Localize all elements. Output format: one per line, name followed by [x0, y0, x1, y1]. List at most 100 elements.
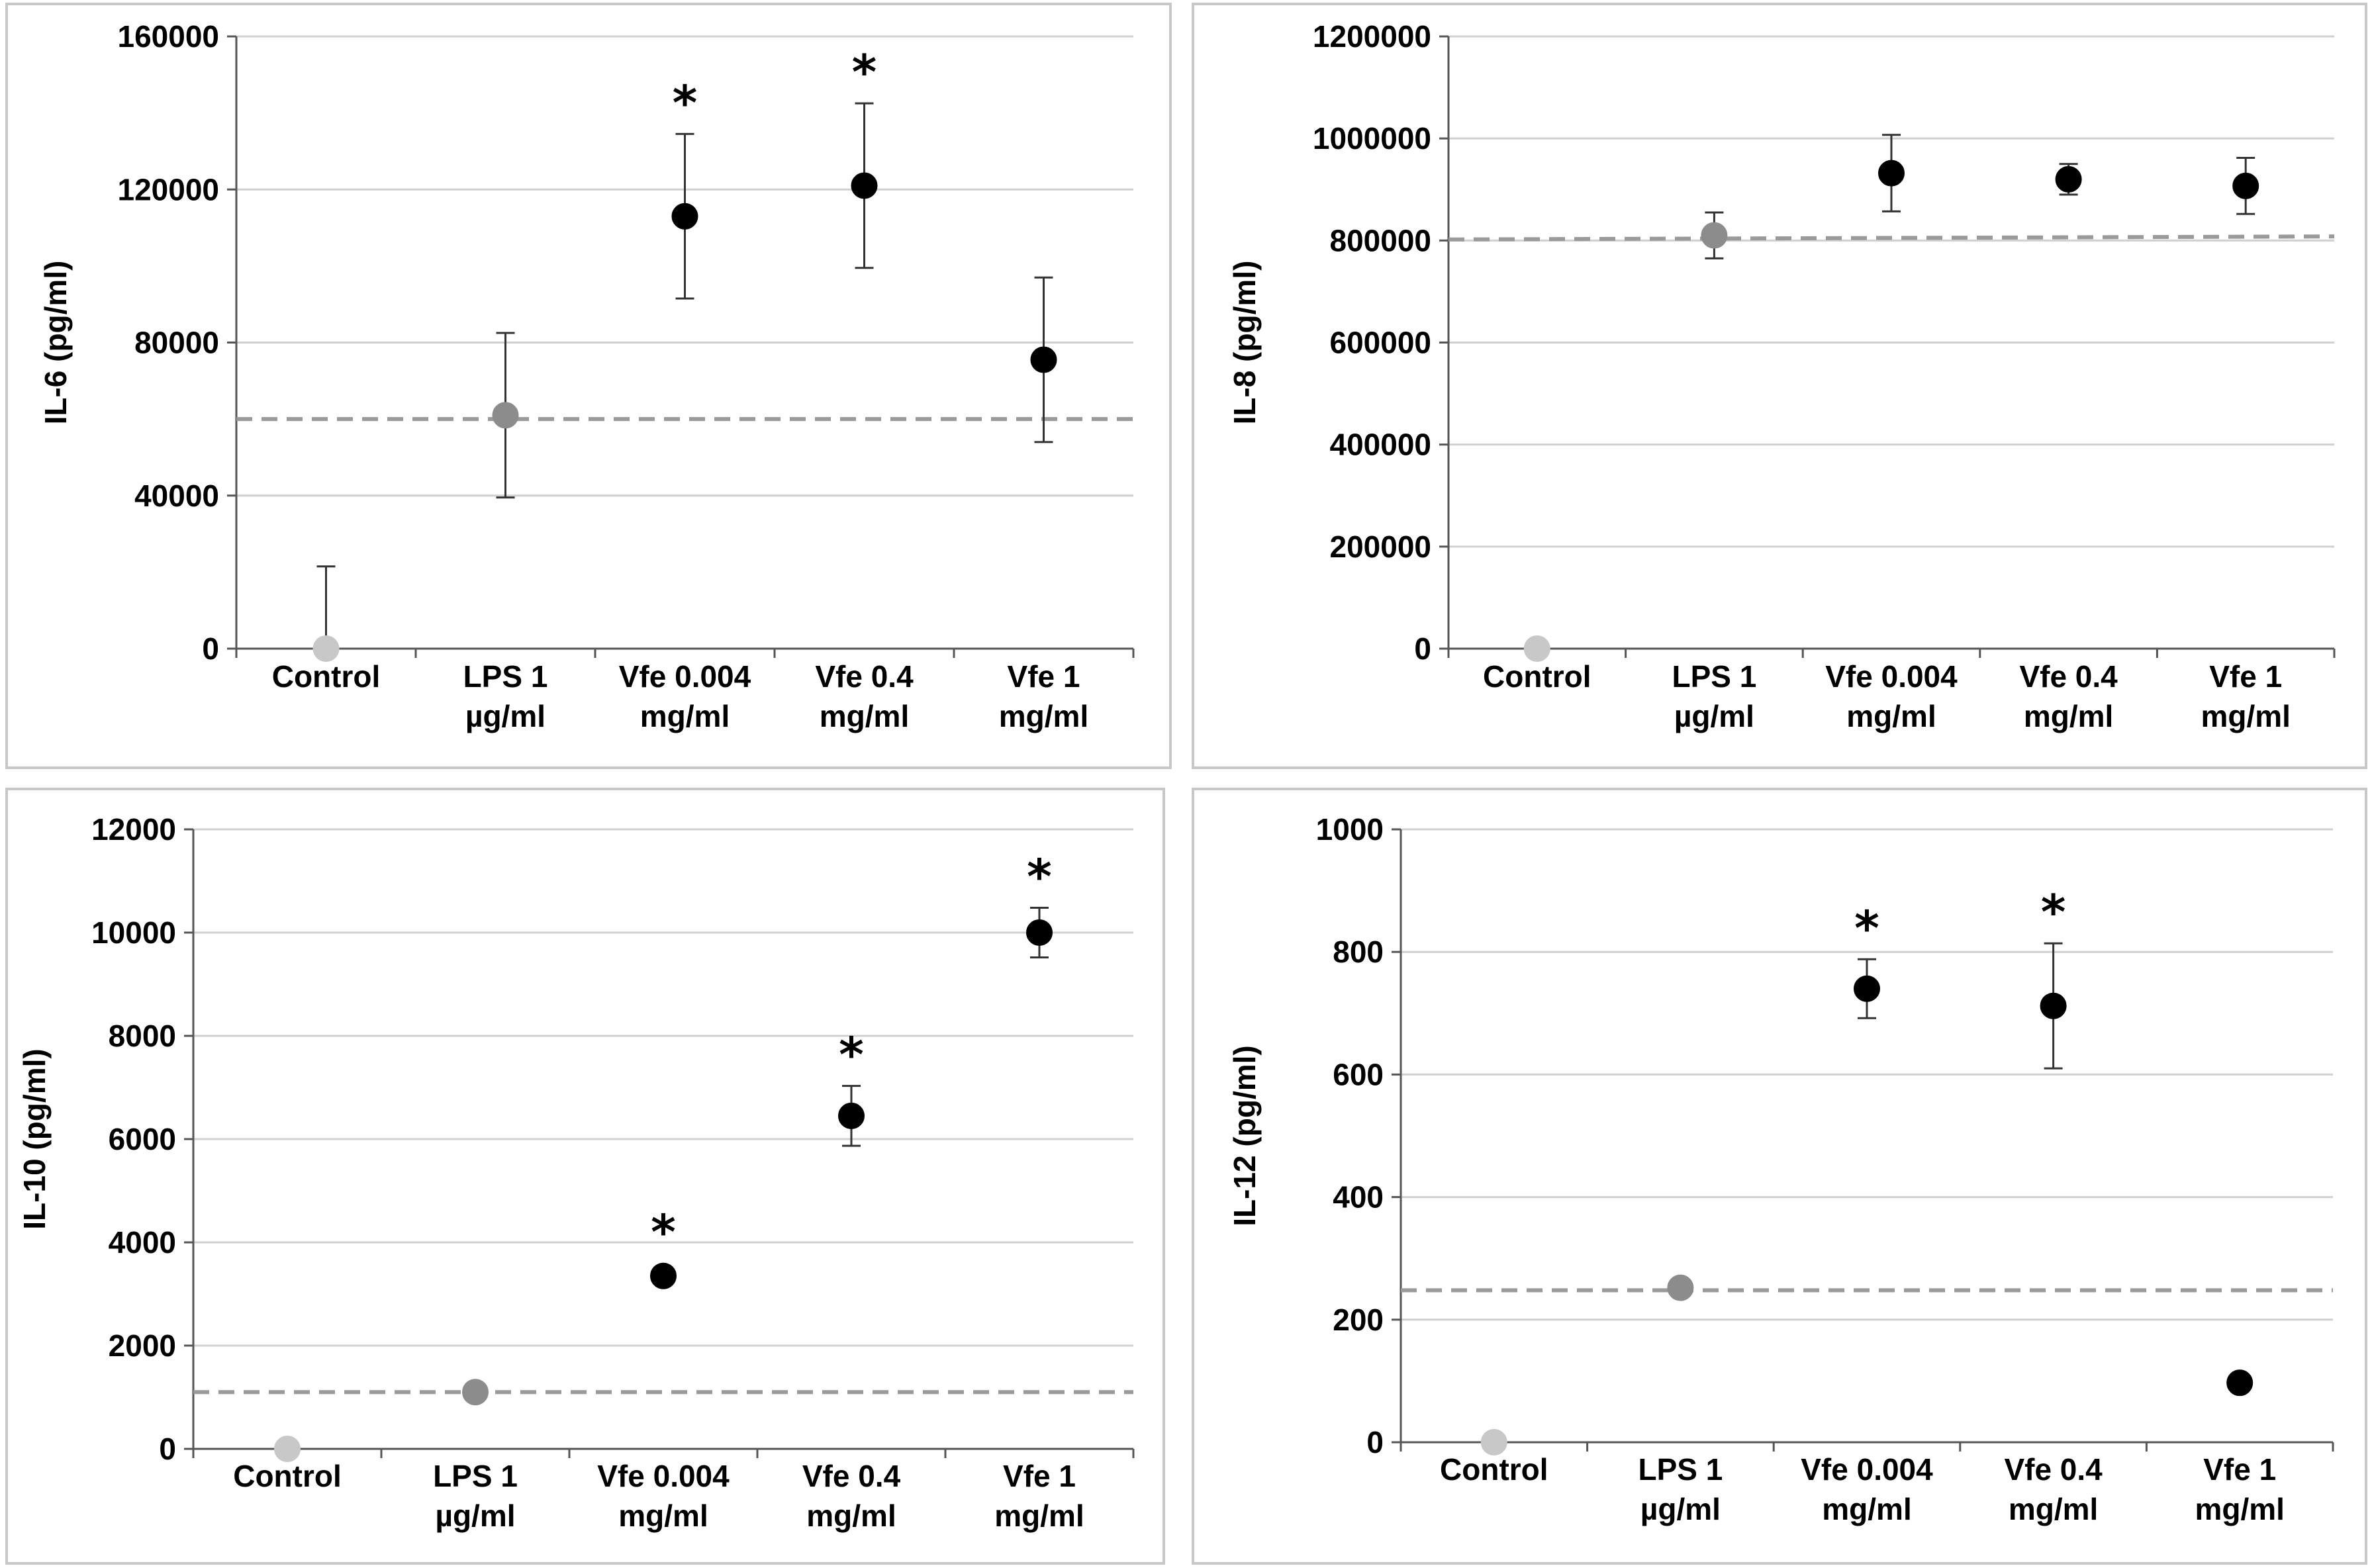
chart3-data-point: [1854, 975, 1880, 1002]
chart2-y-tick-label: 12000: [91, 812, 176, 847]
chart3-category-label: µg/ml: [1640, 1492, 1721, 1526]
chart2-y-tick-label: 10000: [91, 915, 176, 950]
chart2-category-label: LPS 1: [433, 1459, 518, 1493]
chart2-y-tick-label: 8000: [109, 1019, 176, 1053]
chart2-category-label: µg/ml: [435, 1499, 515, 1533]
chart2-category-label: Vfe 0.4: [802, 1459, 901, 1493]
chart3-category-label: mg/ml: [2009, 1492, 2098, 1526]
chart2-category-label: mg/ml: [618, 1499, 708, 1533]
chart2-category-label: mg/ml: [806, 1499, 896, 1533]
chart0-category-label: LPS 1: [463, 659, 548, 694]
chart0-y-tick-label: 160000: [118, 19, 220, 54]
chart0-y-tick-label: 80000: [134, 326, 219, 360]
chart1-category-label: mg/ml: [2024, 699, 2113, 733]
chart1-y-tick-label: 1200000: [1313, 19, 1431, 54]
chart1-y-tick-label: 600000: [1330, 326, 1432, 360]
chart1-y-tick-label: 400000: [1330, 428, 1432, 462]
chart3-data-point: [1480, 1429, 1507, 1455]
chart2-y-tick-label: 0: [159, 1432, 176, 1466]
chart0-data-point: [312, 635, 340, 662]
chart3-y-axis-title: IL-12 (pg/ml): [1227, 1045, 1262, 1226]
chart2-category-label: Vfe 1: [1003, 1459, 1076, 1493]
chart3-category-label: mg/ml: [1822, 1492, 1911, 1526]
chart3-data-point: [2226, 1369, 2253, 1397]
chart1-category-label: mg/ml: [2201, 699, 2290, 733]
chart2-y-axis-title: IL-10 (pg/ml): [17, 1048, 52, 1229]
chart1-category-label: µg/ml: [1674, 699, 1754, 733]
chart3-y-tick-label: 0: [1366, 1425, 1384, 1459]
chart2-data-point: [838, 1102, 865, 1129]
chart2-significance-star: *: [1027, 849, 1052, 905]
chart3-significance-star: *: [2041, 884, 2066, 940]
chart3-y-tick-label: 600: [1333, 1057, 1384, 1091]
chart3-data-point: [1667, 1274, 1694, 1301]
chart0-category-label: Vfe 0.4: [815, 659, 914, 694]
chart3-category-label: LPS 1: [1638, 1452, 1723, 1487]
chart0-category-label: µg/ml: [465, 699, 546, 733]
il12-chart: 0 200 400 600 800 1000 IL-12 (pg/ml) Control LPS…: [1227, 812, 2334, 1526]
chart2-y-tick-label: 4000: [109, 1225, 176, 1260]
chart3-category-label: Vfe 0.4: [2004, 1452, 2103, 1487]
chart0-category-label: mg/ml: [640, 699, 730, 733]
chart1-data-point: [2232, 172, 2259, 199]
chart2-data-point: [274, 1436, 301, 1462]
chart2-category-label: Control: [233, 1459, 342, 1493]
chart0-y-tick-label: 0: [202, 631, 219, 666]
chart0-category-label: Vfe 1: [1008, 659, 1080, 694]
chart0-category-label: Vfe 0.004: [619, 659, 751, 694]
chart0-y-tick-label: 40000: [134, 479, 219, 513]
chart0-category-label: Control: [272, 659, 381, 694]
chart1-category-label: Vfe 0.4: [2019, 659, 2118, 694]
il6-chart: 0 40000 80000 120000 160000 IL-6 (pg/ml) Contr…: [38, 19, 1135, 733]
chart1-y-tick-label: 800000: [1330, 223, 1432, 257]
chart2-significance-star: *: [651, 1205, 676, 1260]
chart3-category-label: Vfe 1: [2203, 1452, 2276, 1487]
chart1-category-label: Vfe 1: [2209, 659, 2282, 694]
chart3-data-point: [2040, 992, 2067, 1019]
chart0-category-label: mg/ml: [999, 699, 1088, 733]
chart1-category-label: LPS 1: [1672, 659, 1756, 694]
il8-chart-panel: 0 200000 400000 600000 800000 1000000 1200000 I…: [1192, 3, 2367, 769]
chart0-significance-star: *: [852, 44, 877, 100]
chart3-y-tick-label: 800: [1333, 935, 1384, 969]
chart0-data-point: [671, 203, 698, 230]
chart0-significance-star: *: [673, 75, 698, 130]
chart3-category-label: Control: [1440, 1452, 1548, 1487]
chart0-data-point: [851, 172, 878, 199]
il10-chart-panel: 0 2000 4000 6000 8000 10000 12000 IL-10 (pg/ml)…: [5, 788, 1165, 1565]
chart2-y-tick-label: 2000: [109, 1328, 176, 1363]
chart2-category-label: mg/ml: [994, 1499, 1084, 1533]
chart1-data-point: [2055, 165, 2082, 193]
chart3-y-tick-label: 400: [1333, 1180, 1384, 1215]
chart3-y-tick-label: 200: [1333, 1303, 1384, 1337]
chart1-data-point: [1878, 160, 1905, 187]
chart2-category-label: Vfe 0.004: [597, 1459, 730, 1493]
chart0-y-axis-title: IL-6 (pg/ml): [38, 261, 73, 425]
chart0-data-point: [1030, 346, 1057, 373]
chart3-category-label: mg/ml: [2195, 1492, 2284, 1526]
chart1-data-point: [1701, 222, 1728, 249]
chart1-data-point: [1523, 635, 1550, 662]
chart1-category-label: Control: [1483, 659, 1591, 694]
il8-chart: 0 200000 400000 600000 800000 1000000 1200000 I…: [1227, 19, 2336, 733]
chart0-y-tick-label: 120000: [118, 172, 220, 207]
chart1-y-tick-label: 200000: [1330, 530, 1432, 564]
chart0-data-point: [492, 402, 519, 429]
chart2-data-point: [1026, 919, 1053, 946]
chart3-y-tick-label: 1000: [1316, 812, 1384, 847]
il12-chart-panel: 0 200 400 600 800 1000 IL-12 (pg/ml) Control LPS…: [1192, 788, 2367, 1565]
chart1-reference-line: [1448, 234, 2335, 242]
chart2-significance-star: *: [839, 1027, 864, 1083]
chart1-y-axis-title: IL-8 (pg/ml): [1227, 261, 1262, 425]
chart2-data-point: [650, 1262, 677, 1289]
chart2-data-point: [462, 1379, 489, 1406]
chart2-y-tick-label: 6000: [109, 1122, 176, 1156]
chart1-category-label: Vfe 0.004: [1825, 659, 1958, 694]
chart3-significance-star: *: [1854, 900, 1879, 956]
il10-chart: 0 2000 4000 6000 8000 10000 12000 IL-10 (pg/ml)…: [17, 812, 1135, 1533]
chart1-y-tick-label: 0: [1414, 631, 1431, 666]
chart0-category-label: mg/ml: [820, 699, 909, 733]
chart3-category-label: Vfe 0.004: [1801, 1452, 1933, 1487]
il6-chart-panel: 0 40000 80000 120000 160000 IL-6 (pg/ml) Contr…: [5, 3, 1172, 769]
chart1-y-tick-label: 1000000: [1313, 121, 1431, 156]
